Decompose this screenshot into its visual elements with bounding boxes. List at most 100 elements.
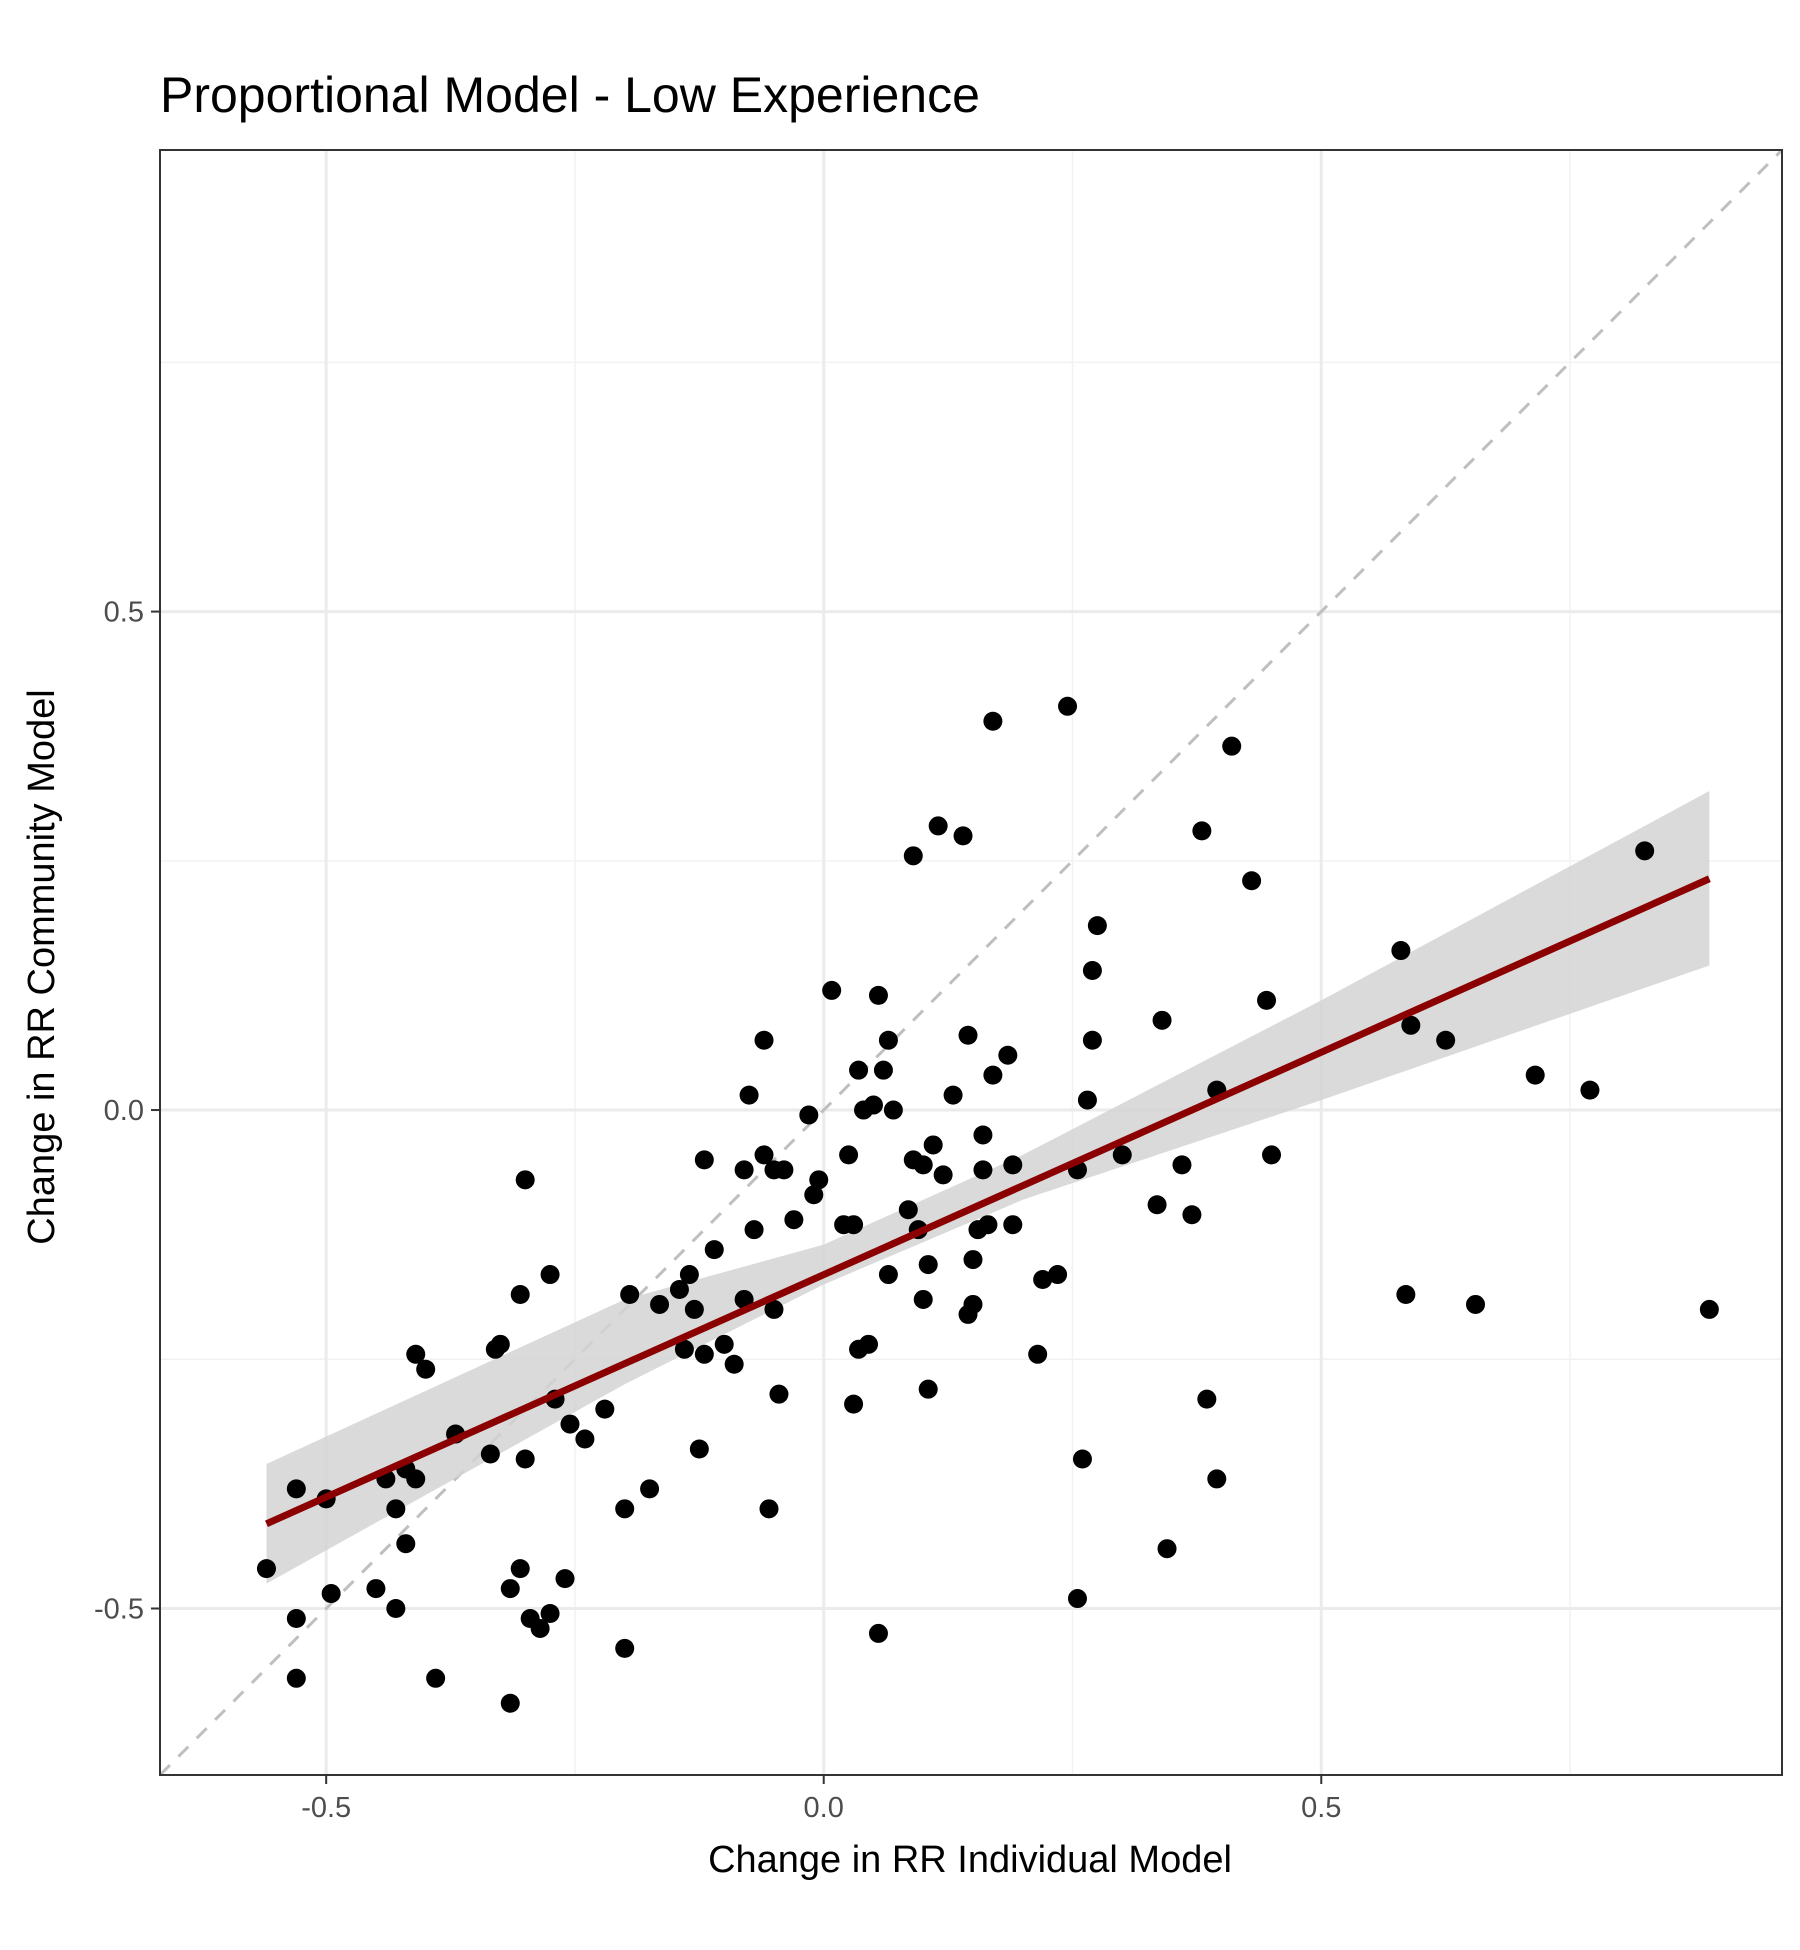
data-point	[928, 816, 948, 836]
data-point	[844, 1394, 864, 1414]
data-point	[575, 1429, 595, 1449]
data-point	[1635, 841, 1655, 861]
data-point	[426, 1668, 446, 1688]
data-point	[286, 1479, 306, 1499]
data-point	[530, 1618, 550, 1638]
data-point	[868, 985, 888, 1005]
data-point	[1192, 821, 1212, 841]
data-point	[878, 1265, 898, 1285]
data-point	[933, 1165, 953, 1185]
data-point	[963, 1294, 983, 1314]
data-point	[406, 1344, 426, 1364]
data-point	[406, 1469, 426, 1489]
data-point	[873, 1060, 893, 1080]
x-tick-label: 0.5	[1301, 1792, 1341, 1824]
data-point	[913, 1289, 933, 1309]
data-point	[883, 1100, 903, 1120]
y-tick-label: 0.0	[104, 1095, 144, 1127]
data-point	[416, 1359, 436, 1379]
data-point	[1396, 1284, 1416, 1304]
data-point	[694, 1150, 714, 1170]
data-point	[1048, 1265, 1068, 1285]
data-point	[1028, 1344, 1048, 1364]
data-point	[540, 1265, 560, 1285]
data-point	[704, 1240, 724, 1260]
data-point	[863, 1095, 883, 1115]
data-point	[1067, 1589, 1087, 1609]
data-point	[844, 1215, 864, 1235]
data-point	[878, 1030, 898, 1050]
confidence-band	[266, 791, 1710, 1584]
data-point	[286, 1668, 306, 1688]
x-tick-label: -0.5	[301, 1792, 351, 1824]
regression-fit-line	[265, 875, 1711, 1527]
data-point	[386, 1599, 406, 1619]
x-tick-label: 0.0	[804, 1792, 844, 1824]
data-point	[595, 1399, 615, 1419]
data-point	[1466, 1294, 1486, 1314]
data-point	[500, 1693, 520, 1713]
data-point	[1147, 1195, 1167, 1215]
data-point	[868, 1623, 888, 1643]
data-point	[809, 1170, 829, 1190]
data-point	[903, 846, 923, 866]
data-point	[386, 1499, 406, 1519]
data-point	[1152, 1010, 1172, 1030]
data-point	[1257, 990, 1277, 1010]
data-point	[640, 1479, 660, 1499]
data-point	[918, 1255, 938, 1275]
data-point	[321, 1584, 341, 1604]
y-axis-title: Change in RR Community Model	[21, 689, 63, 1244]
data-point	[1082, 1030, 1102, 1050]
data-point	[694, 1344, 714, 1364]
data-point	[510, 1559, 530, 1579]
data-point	[1207, 1469, 1227, 1489]
data-point	[669, 1279, 689, 1299]
data-point	[739, 1085, 759, 1105]
data-point	[804, 1185, 824, 1205]
data-point	[953, 826, 973, 846]
data-point	[898, 1200, 918, 1220]
data-point	[1242, 871, 1262, 891]
data-point	[764, 1299, 784, 1319]
data-point	[1172, 1155, 1192, 1175]
data-point	[515, 1170, 535, 1190]
data-point	[998, 1045, 1018, 1065]
data-point	[1197, 1389, 1217, 1409]
data-point	[1087, 916, 1107, 936]
data-point	[784, 1210, 804, 1230]
plot-area	[158, 148, 1784, 1777]
data-point	[620, 1284, 640, 1304]
data-point	[1072, 1449, 1092, 1469]
data-point	[799, 1105, 819, 1125]
data-point	[983, 711, 1003, 731]
y-tick-label: 0.5	[104, 597, 144, 629]
x-axis-title: Change in RR Individual Model	[708, 1839, 1232, 1881]
data-point	[1058, 696, 1078, 716]
data-point	[923, 1135, 943, 1155]
data-point	[1077, 1090, 1097, 1110]
data-point	[1112, 1145, 1132, 1165]
data-point	[560, 1414, 580, 1434]
data-point	[822, 980, 842, 1000]
data-point	[684, 1299, 704, 1319]
data-point	[754, 1030, 774, 1050]
data-point	[734, 1289, 754, 1309]
data-point	[943, 1085, 963, 1105]
data-point	[615, 1499, 635, 1519]
data-point	[918, 1379, 938, 1399]
data-point	[958, 1025, 978, 1045]
data-point	[500, 1579, 520, 1599]
data-point	[724, 1354, 744, 1374]
data-point	[1157, 1539, 1177, 1559]
data-point	[734, 1160, 754, 1180]
data-point	[650, 1294, 670, 1314]
data-point	[744, 1220, 764, 1240]
data-point	[1580, 1080, 1600, 1100]
data-point	[859, 1334, 879, 1354]
data-point	[674, 1339, 694, 1359]
data-point	[555, 1569, 575, 1589]
identity-reference-line	[158, 148, 1784, 1777]
data-point	[1222, 736, 1242, 756]
data-point	[256, 1559, 276, 1579]
